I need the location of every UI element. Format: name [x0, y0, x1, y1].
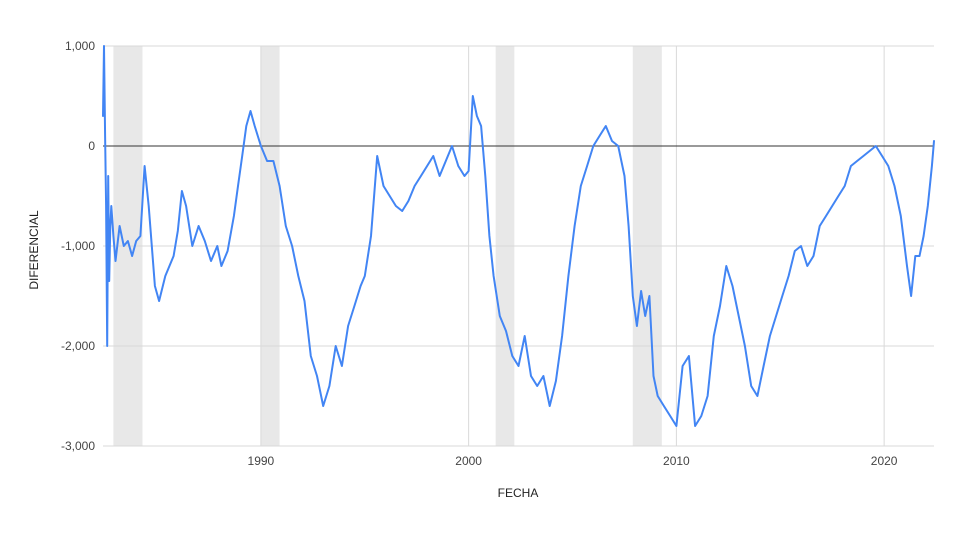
- x-tick-label-1: 2000: [455, 454, 482, 468]
- x-tick-label-3: 2020: [871, 454, 898, 468]
- x-axis-ticks: 1990 2000 2010 2020: [248, 454, 898, 468]
- x-tick-label-0: 1990: [248, 454, 275, 468]
- y-axis-ticks: 1,000 0 -1,000 -2,000 -3,000: [61, 39, 95, 453]
- series-line-0: [102, 45, 935, 427]
- y-axis-title: DIFERENCIAL: [27, 210, 41, 290]
- y-tick-label-0: 1,000: [65, 39, 95, 53]
- series-group: [102, 45, 935, 427]
- y-tick-label-3: -2,000: [61, 339, 95, 353]
- x-tick-label-2: 2010: [663, 454, 690, 468]
- y-tick-label-2: -1,000: [61, 239, 95, 253]
- y-tick-label-1: 0: [88, 139, 95, 153]
- x-axis-title: FECHA: [498, 486, 539, 500]
- y-tick-label-4: -3,000: [61, 439, 95, 453]
- gridlines: [103, 45, 934, 447]
